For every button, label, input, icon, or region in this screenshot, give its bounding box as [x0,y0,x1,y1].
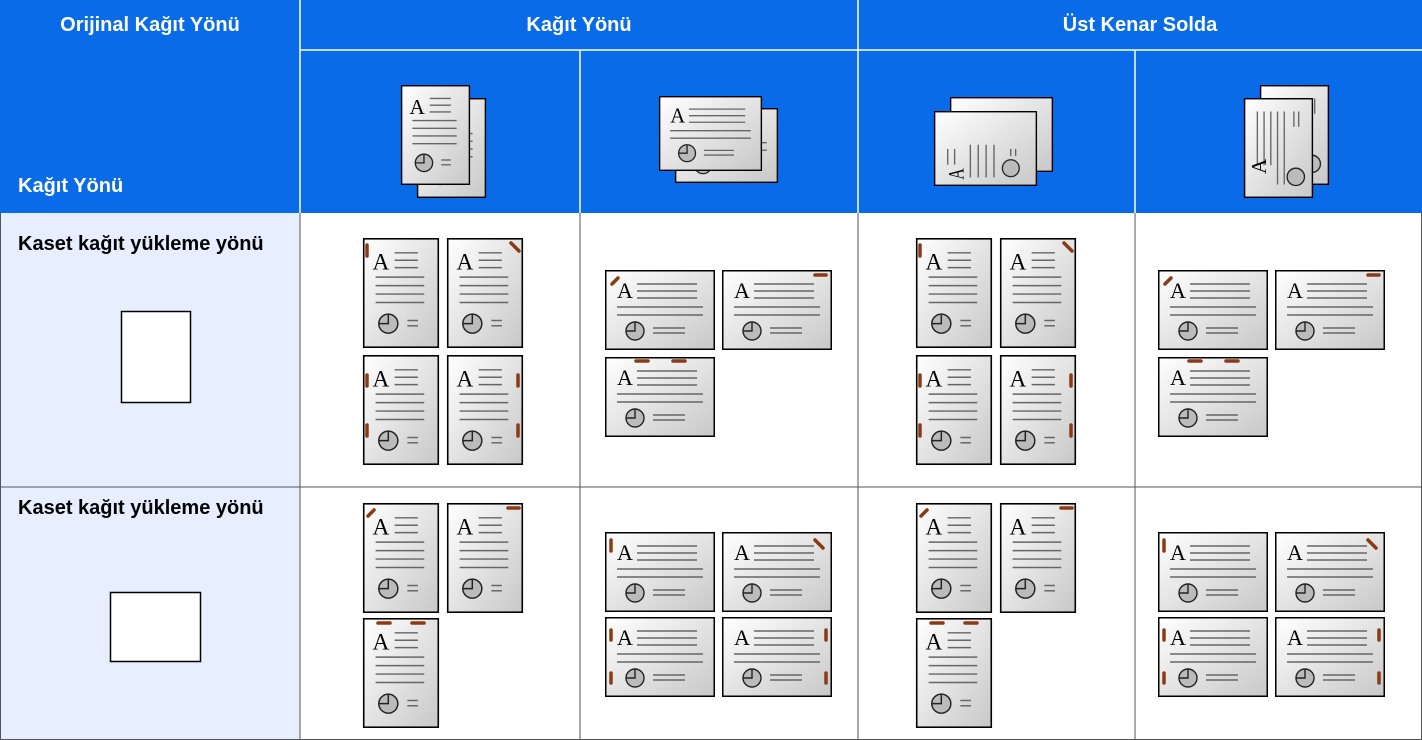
header-cell: Kağıt Yönü [18,175,124,197]
row-label: Kaset kağıt yükleme yönü [18,497,264,519]
header-cell: Kağıt Yönü [526,14,632,36]
header-cell: Üst Kenar Solda [1062,14,1218,36]
header-cell: Orijinal Kağıt Yönü [60,14,240,36]
row-label: Kaset kağıt yükleme yönü [18,233,264,255]
